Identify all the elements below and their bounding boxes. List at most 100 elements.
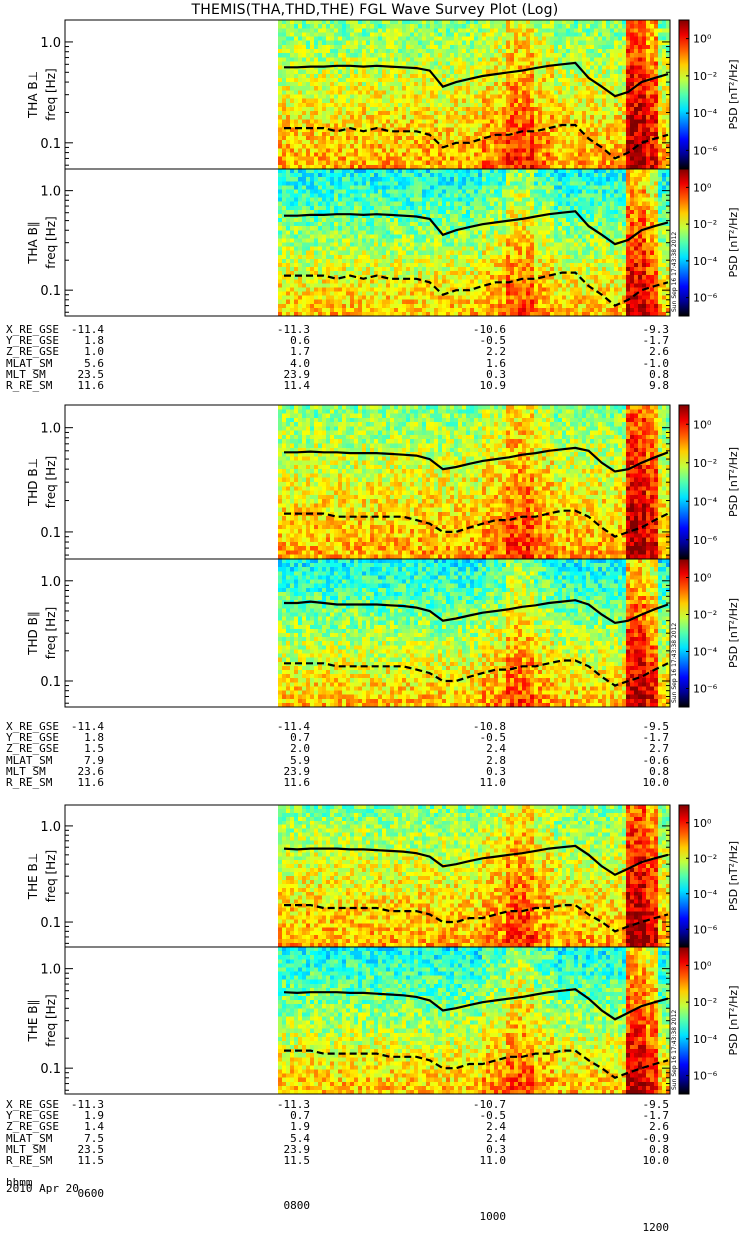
ephemeris-value: 11.6 [77,775,105,789]
gyrofrequency-curve [284,599,669,625]
freq-axis-label: freq [Hz] [44,850,58,902]
ephemeris-label: MLAT_SM [6,753,53,767]
ephemeris-value: 10.0 [642,775,670,789]
colorbar [678,804,690,948]
gyrofrequency-curve [284,210,669,246]
ephemeris-value: 0.3 [486,764,506,778]
time-axis-row: hhmm 0600 0800 1000 1200 [6,1166,669,1233]
colorbar-tick-label: 10⁻⁴ [693,646,718,659]
colorbar-label: PSD [nT²/Hz] [727,985,740,1055]
gyrofrequency-dashed-curve [284,659,669,687]
freq-axis-label: freq [Hz] [44,994,58,1046]
ephemeris-value: 1.8 [84,334,104,348]
ephemeris-value: 0.8 [649,764,669,778]
ephemeris-label: R_RE_SM [6,378,53,392]
freq-axis-label: freq [Hz] [44,607,58,659]
ephemeris-value: 0.3 [486,367,506,381]
ephemeris-value: 4.0 [290,356,310,370]
gyrofrequency-dashed-curve [284,509,669,538]
colorbar-tick-label: 10⁻⁶ [693,534,718,547]
freq-tick-label: 1.0 [40,575,61,590]
ephemeris-value: 11.0 [479,775,507,789]
spectrogram-image [278,20,670,169]
freq-tick-label: 1.0 [40,185,61,200]
colorbar-tick-label: 10⁻⁶ [693,683,718,696]
ephemeris-value: -10.8 [472,720,506,733]
freq-tick-label: 0.1 [40,1062,61,1077]
spectrogram-image [278,947,670,1094]
time-tick: 0600 [77,1187,105,1201]
ephemeris-value: 23.6 [77,764,105,778]
ephemeris-value: 11.5 [283,1153,311,1167]
colorbar-tick-label: 10⁻² [693,852,717,865]
ephemeris-value: -1.7 [642,334,670,348]
colorbar-tick-label: 10⁻⁶ [693,292,718,305]
colorbar-tick-label: 10⁻² [693,218,717,231]
gyrofrequency-dashed-curve [284,1049,669,1080]
gyrofrequency-curve [284,61,669,98]
colorbar-tick-label: 10⁻² [693,457,717,470]
ephemeris-label: MLAT_SM [6,1131,53,1145]
ephemeris-value: 10.0 [642,1153,670,1167]
panel-probe-label: THD B∥ [26,611,40,656]
ephemeris-value: 11.0 [479,1153,507,1167]
colorbar-label: PSD [nT²/Hz] [727,841,740,911]
freq-axis-label: freq [Hz] [44,456,58,508]
colorbar-tick-label: 10⁻⁴ [693,1033,718,1046]
ephemeris-value: -10.6 [472,323,506,336]
freq-tick-label: 0.1 [40,916,61,931]
ephemeris-value: -11.3 [70,1098,104,1111]
spectrogram-image [278,169,670,316]
panel-probe-label: THD B⊥ [26,458,40,507]
colorbar-tick-label: 10⁰ [693,572,712,585]
ephemeris-value: -0.9 [642,1131,670,1145]
time-axis-label: hhmm [6,1176,33,1190]
ephemeris-value: 5.9 [290,753,310,767]
ephemeris-value: 23.9 [283,1142,311,1156]
ephemeris-value: 0.7 [290,1109,310,1123]
ephemeris-value: -11.3 [276,1098,310,1111]
ephemeris-value: 2.4 [486,742,506,756]
ephemeris-label: X_RE_GSE [6,323,59,336]
ephemeris-value: 2.0 [290,742,310,756]
ephemeris-value: -11.4 [70,323,104,336]
panel-probe-label: THE B∥ [26,1000,40,1043]
ephemeris-value: 11.6 [77,378,105,392]
gyrofrequency-curve [283,988,669,1021]
gyrofrequency-curve [284,446,669,473]
panel-thd-bperp: 1.0 0.1 THD B⊥ freq [Hz] 10⁰ 10⁻² 10⁻⁴ 10⁻⁶ PSD … [26,404,740,560]
freq-tick-label: 0.1 [40,526,61,541]
ephemeris-value: 1.9 [290,1120,310,1134]
plot-stamp: Sun Sep 16 17:43:38 2012 [671,1010,678,1090]
colorbar-tick-label: 10⁻⁶ [693,144,718,157]
panel-tha-bperp: 1.0 0.1 THA B⊥ freq [Hz] 10⁰ 10⁻² 10⁻⁴ 10⁻⁶ PSD … [26,19,740,170]
colorbar-tick-label: 10⁻⁶ [693,1070,718,1083]
ephemeris-value: 1.4 [84,1120,104,1134]
colorbar-tick-label: 10⁰ [693,817,712,830]
time-tick: 1200 [642,1221,670,1235]
colorbar-tick-label: 10⁻⁶ [693,923,718,936]
ephemeris-value: 0.8 [649,367,669,381]
colorbar-label: PSD [nT²/Hz] [727,59,740,129]
freq-tick-label: 1.0 [40,963,61,978]
ephemeris-label: MLT_SM [6,367,46,381]
spectrogram-image [278,405,670,559]
ephemeris-label: Y_RE_GSE [6,334,59,348]
ephemeris-value: 9.8 [649,378,669,392]
ephemeris-value: 1.8 [84,731,104,745]
page-title: THEMIS(THA,THD,THE) FGL Wave Survey Plot… [191,2,559,18]
ephemeris-value: 23.5 [77,1142,105,1156]
freq-tick-label: 0.1 [40,137,61,152]
ephemeris-value: -0.5 [479,1109,507,1123]
ephemeris-value: 2.2 [486,345,506,359]
ephemeris-value: -0.5 [479,731,507,745]
ephemeris-value: 2.8 [486,753,506,767]
ephemeris-label: R_RE_SM [6,1153,53,1167]
colorbar-tick-label: 10⁻⁴ [693,888,718,901]
ephemeris-value: 2.6 [649,1120,669,1134]
ephemeris-value: 0.7 [290,731,310,745]
panel-the-bperp: 1.0 0.1 THE B⊥ freq [Hz] 10⁰ 10⁻² 10⁻⁴ 10⁻⁶ PSD … [26,804,740,948]
ephemeris-value: 23.9 [283,367,311,381]
colorbar-tick-label: 10⁻⁴ [693,107,718,120]
ephemeris-value: -11.4 [70,720,104,733]
